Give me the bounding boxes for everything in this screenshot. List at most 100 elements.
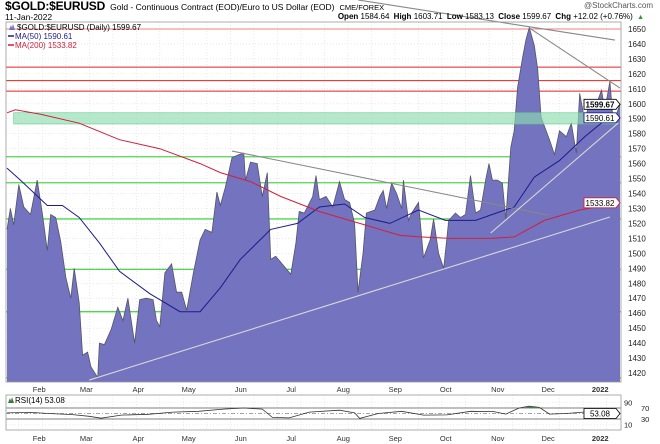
date-tick-label: May bbox=[182, 385, 196, 394]
rsi-panel-border bbox=[5, 394, 622, 431]
price-tick-label: 1420 bbox=[628, 369, 646, 378]
price-tick-label: 1440 bbox=[628, 339, 646, 348]
rsi-date-axis: Feb Mar Apr May Jun Jul Aug Sep Oct Nov Dec 2022 bbox=[33, 434, 609, 443]
date-tick-label: Jun bbox=[235, 385, 247, 394]
value-badge-box bbox=[583, 197, 621, 209]
price-area bbox=[6, 25, 621, 382]
price-axis: 1420 1430 1440 1450 1460 1470 1480 1490 1500 1510… bbox=[628, 25, 646, 378]
date-tick-label: Nov bbox=[491, 385, 505, 394]
rsi-axis: 90 70 30 10 bbox=[624, 399, 649, 430]
line-chart-icon bbox=[8, 397, 14, 403]
price-tick-label: 1490 bbox=[628, 264, 646, 273]
exchange-label: CME/FOREX bbox=[339, 3, 385, 12]
rsi-date-tick-label: Jun bbox=[235, 434, 247, 443]
legend-price: $GOLD:$EURUSD (Daily) 1599.67 bbox=[17, 23, 142, 32]
rsi-tick-label: 10 bbox=[624, 421, 632, 430]
open-value: 1584.64 bbox=[360, 12, 390, 21]
date-tick-label: Feb bbox=[33, 385, 46, 394]
value-badge-box bbox=[583, 112, 621, 124]
price-tick-label: 1590 bbox=[628, 115, 646, 124]
price-tick-label: 1450 bbox=[628, 324, 646, 333]
low-label: Low bbox=[446, 12, 463, 21]
close-label: Close bbox=[498, 12, 521, 21]
date-tick-label: Oct bbox=[440, 385, 453, 394]
header-row: $GOLD:$EURUSD Gold - Continuous Contract… bbox=[5, 0, 384, 12]
high-value: 1603.71 bbox=[413, 12, 443, 21]
trendline bbox=[357, 0, 616, 41]
trendline bbox=[529, 27, 621, 89]
rsi-date-tick-label: Jul bbox=[286, 434, 296, 443]
date-axis: Feb Mar Apr May Jun Jul Aug Sep Oct Nov Dec 2022 bbox=[33, 385, 609, 394]
open-label: Open bbox=[337, 12, 359, 21]
rsi-date-tick-label: Apr bbox=[133, 434, 145, 443]
date-tick-label: Mar bbox=[80, 385, 93, 394]
rsi-date-tick-label: Aug bbox=[337, 434, 350, 443]
ma50-line bbox=[6, 117, 621, 313]
date-tick-label: 2022 bbox=[592, 385, 609, 394]
rsi-date-tick-label: Sep bbox=[389, 434, 402, 443]
chg-value: +12.02 (+0.76%) bbox=[573, 12, 633, 21]
rsi-line bbox=[6, 405, 621, 419]
support-band bbox=[13, 112, 617, 125]
price-tick-label: 1630 bbox=[628, 55, 646, 64]
price-panel-border bbox=[5, 21, 622, 383]
value-badge-box bbox=[583, 98, 621, 110]
rsi-date-tick-label: Mar bbox=[80, 434, 93, 443]
price-tick-label: 1430 bbox=[628, 354, 646, 363]
date-tick-label: Dec bbox=[541, 385, 555, 394]
price-tick-label: 1510 bbox=[628, 234, 646, 243]
price-tick-label: 1600 bbox=[628, 100, 646, 109]
moving-averages bbox=[6, 109, 621, 313]
price-tick-label: 1610 bbox=[628, 85, 646, 94]
price-tick-label: 1640 bbox=[628, 40, 646, 49]
ohlc-summary: Open 1584.64 High 1603.71 Low 1583.13 Cl… bbox=[338, 12, 646, 23]
symbol-title: $GOLD:$EURUSD bbox=[5, 0, 106, 13]
price-tick-label: 1480 bbox=[628, 279, 646, 288]
price-area-fill bbox=[7, 27, 620, 382]
value-badge-label: 1599.67 bbox=[586, 100, 615, 109]
legend-rsi: RSI(14) 53.08 bbox=[15, 396, 65, 405]
price-tick-label: 1530 bbox=[628, 204, 646, 213]
chart-date: 11-Jan-2022 bbox=[5, 12, 53, 22]
date-tick-label: Sep bbox=[389, 385, 402, 394]
price-tick-label: 1540 bbox=[628, 190, 646, 199]
price-tick-label: 1520 bbox=[628, 219, 646, 228]
trendline bbox=[231, 150, 548, 216]
rsi-value-badge: 53.08 bbox=[583, 408, 621, 419]
rsi-date-tick-label: May bbox=[182, 434, 196, 443]
trendline bbox=[89, 216, 611, 381]
legend-ma200: MA(200) 1533.82 bbox=[15, 41, 77, 50]
price-tick-label: 1580 bbox=[628, 130, 646, 139]
ma200-line bbox=[6, 109, 621, 239]
price-tick-label: 1650 bbox=[628, 25, 646, 34]
price-legend: $GOLD:$EURUSD (Daily) 1599.67 MA(50) 159… bbox=[8, 23, 142, 50]
value-badge-label: 1533.82 bbox=[586, 199, 615, 208]
rsi-tick-label: 70 bbox=[641, 404, 649, 413]
chg-label: Chg bbox=[555, 12, 571, 21]
rsi-date-tick-label: Oct bbox=[440, 434, 453, 443]
low-value: 1583.13 bbox=[465, 12, 494, 21]
stockcharts-brand[interactable]: @StockCharts.com bbox=[583, 1, 653, 10]
date-tick-label: Apr bbox=[133, 385, 145, 394]
rsi-legend: RSI(14) 53.08 bbox=[8, 396, 65, 405]
trendline bbox=[490, 122, 619, 234]
value-badges: 1599.67 1590.61 1533.82 bbox=[583, 98, 621, 209]
rsi-date-tick-label: Nov bbox=[491, 434, 505, 443]
symbol-description: Gold - Continuous Contract (EOD)/Euro to… bbox=[110, 2, 335, 12]
trendlines bbox=[89, 0, 621, 381]
rsi-grid bbox=[6, 395, 621, 430]
close-value: 1599.67 bbox=[522, 12, 552, 21]
up-triangle-icon: ▲ bbox=[637, 14, 644, 21]
price-tick-label: 1470 bbox=[628, 294, 646, 303]
rsi-badge-text: 53.08 bbox=[590, 410, 611, 419]
rsi-overbought-fill bbox=[523, 406, 546, 408]
value-badge-label: 1590.61 bbox=[586, 114, 615, 123]
price-line bbox=[6, 25, 621, 379]
rsi-date-tick-label: Dec bbox=[541, 434, 555, 443]
price-tick-label: 1460 bbox=[628, 309, 646, 318]
high-label: High bbox=[393, 12, 412, 21]
price-tick-label: 1500 bbox=[628, 249, 646, 258]
price-tick-label: 1570 bbox=[628, 145, 646, 154]
support-band-rect bbox=[13, 112, 617, 125]
